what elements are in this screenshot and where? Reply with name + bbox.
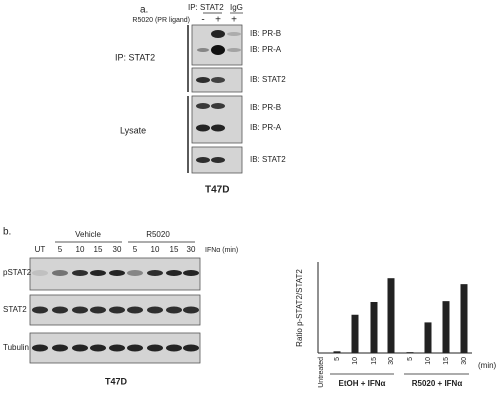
row-label: STAT2 bbox=[3, 305, 27, 314]
lane-label: 30 bbox=[187, 245, 196, 254]
x-tick-label: 10 bbox=[352, 357, 359, 365]
group-label: EtOH + IFNα bbox=[339, 379, 386, 388]
ib-label: IB: PR-B bbox=[250, 103, 281, 112]
band bbox=[211, 157, 225, 163]
band bbox=[32, 344, 48, 352]
lane-sign: - bbox=[201, 15, 204, 26]
x-tick-label: 10 bbox=[425, 357, 432, 365]
ib-label: IB: STAT2 bbox=[250, 155, 286, 164]
band bbox=[227, 32, 241, 36]
band bbox=[72, 306, 88, 314]
x-tick-label: 5 bbox=[407, 357, 414, 361]
panel-label: b. bbox=[3, 227, 11, 238]
band bbox=[90, 306, 106, 314]
group-label: Vehicle bbox=[75, 230, 101, 239]
band bbox=[211, 45, 225, 55]
bar bbox=[406, 352, 414, 353]
lane-sign: + bbox=[231, 15, 237, 26]
bar bbox=[351, 314, 359, 353]
band bbox=[211, 124, 225, 132]
lane-label: 15 bbox=[94, 245, 103, 254]
treatment-label: IFNα (min) bbox=[205, 247, 238, 254]
bar bbox=[387, 278, 395, 353]
cell-line: T47D bbox=[105, 376, 128, 386]
band bbox=[90, 270, 106, 276]
band bbox=[196, 157, 210, 163]
group-label: R5020 bbox=[146, 230, 170, 239]
band bbox=[32, 306, 48, 314]
band bbox=[32, 270, 48, 276]
band bbox=[109, 270, 125, 276]
band bbox=[183, 306, 199, 314]
lane-label: 15 bbox=[170, 245, 179, 254]
row-label: pSTAT2 bbox=[3, 268, 32, 277]
x-tick-label: 15 bbox=[443, 357, 450, 365]
band bbox=[196, 103, 210, 109]
y-axis-label: Ratio p-STAT2/STAT2 bbox=[295, 269, 304, 347]
band bbox=[72, 270, 88, 276]
band bbox=[227, 48, 241, 52]
band bbox=[196, 77, 210, 83]
band bbox=[211, 103, 225, 109]
ib-label: IB: STAT2 bbox=[250, 75, 286, 84]
band bbox=[183, 344, 199, 352]
ligand-label: R5020 (PR ligand) bbox=[132, 17, 190, 24]
x-tick-label: 5 bbox=[334, 357, 341, 361]
bar bbox=[370, 302, 378, 353]
band bbox=[211, 30, 225, 38]
ib-label: IB: PR-A bbox=[250, 123, 282, 132]
lane-label: 10 bbox=[76, 245, 85, 254]
band bbox=[166, 306, 182, 314]
band bbox=[127, 306, 143, 314]
lane-label: 30 bbox=[113, 245, 122, 254]
lane-label: 5 bbox=[133, 245, 138, 254]
lane-label: UT bbox=[35, 245, 46, 254]
ip-header: IP: STAT2 bbox=[188, 3, 224, 12]
bar bbox=[442, 301, 450, 353]
ib-label: IB: PR-A bbox=[250, 45, 282, 54]
igg-header: IgG bbox=[230, 3, 243, 12]
band bbox=[90, 344, 106, 352]
cell-line: T47D bbox=[205, 185, 229, 196]
bar bbox=[333, 351, 341, 353]
x-tick-label: Untreated bbox=[318, 357, 325, 388]
band bbox=[196, 124, 210, 132]
lane-sign: + bbox=[215, 15, 221, 26]
band bbox=[72, 344, 88, 352]
band bbox=[211, 77, 225, 83]
band bbox=[127, 270, 143, 276]
band bbox=[109, 306, 125, 314]
row-label: Tubulin bbox=[3, 343, 29, 352]
band bbox=[147, 306, 163, 314]
x-unit: (min) bbox=[478, 361, 497, 370]
band bbox=[166, 270, 182, 276]
panel-label: a. bbox=[140, 5, 148, 16]
band bbox=[52, 344, 68, 352]
group-label: R5020 + IFNα bbox=[412, 379, 463, 388]
row-label: IP: STAT2 bbox=[115, 52, 155, 62]
band bbox=[166, 344, 182, 352]
band bbox=[52, 270, 68, 276]
x-tick-label: 30 bbox=[388, 357, 395, 365]
bar bbox=[460, 284, 468, 353]
band bbox=[52, 306, 68, 314]
x-tick-label: 15 bbox=[371, 357, 378, 365]
ib-label: IB: PR-B bbox=[250, 29, 281, 38]
x-tick-label: 30 bbox=[461, 357, 468, 365]
band bbox=[147, 344, 163, 352]
lane-label: 10 bbox=[151, 245, 160, 254]
band bbox=[109, 344, 125, 352]
band bbox=[127, 344, 143, 352]
row-label: Lysate bbox=[120, 125, 146, 135]
lane-label: 5 bbox=[58, 245, 63, 254]
band bbox=[197, 48, 209, 52]
bar bbox=[424, 322, 432, 353]
band bbox=[183, 270, 199, 276]
band bbox=[147, 270, 163, 276]
